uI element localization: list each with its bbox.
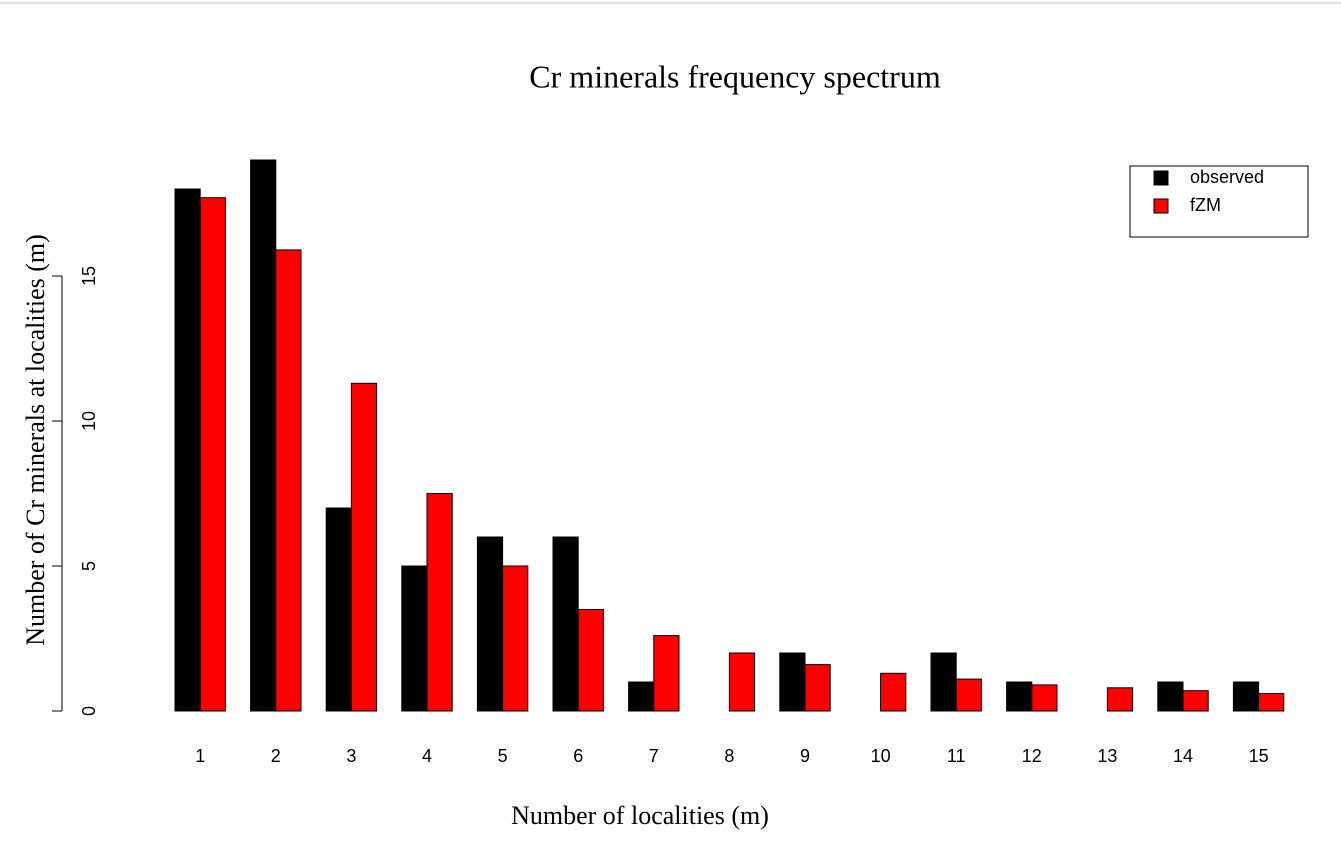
bar [1258,693,1285,712]
bar [476,536,504,712]
y-axis-label: Number of Cr minerals at localities (m) [21,234,50,646]
bar [325,507,352,712]
bar [955,678,982,712]
x-tick-label: 2 [271,746,281,766]
x-axis-label: Number of localities (m) [511,801,769,830]
x-tick-label: 12 [1022,746,1042,766]
x-tick-label: 10 [871,746,891,766]
y-tick-label: 10 [79,411,99,431]
bar [804,664,831,712]
legend-swatch [1153,198,1169,214]
x-tick-label: 8 [724,746,734,766]
bar [1006,681,1033,712]
bar [653,635,680,712]
x-tick-label: 4 [422,746,432,766]
bar [401,565,428,712]
y-tick-label: 15 [79,266,99,286]
y-tick-label: 0 [79,706,99,716]
bar [552,536,579,712]
bar [1157,681,1184,712]
bar [1106,687,1134,712]
bar [1031,684,1058,712]
bar [174,188,201,712]
bar [628,681,655,712]
bar [426,493,453,712]
x-tick-label: 14 [1173,746,1193,766]
x-tick-label: 15 [1249,746,1269,766]
bar [350,382,378,712]
x-tick-label: 3 [346,746,356,766]
bar [275,249,302,712]
x-tick-label: 13 [1097,746,1117,766]
x-tick-label: 6 [573,746,583,766]
bar [1182,690,1209,712]
x-tick-label: 9 [800,746,810,766]
legend-label: observed [1190,167,1264,187]
y-tick-label: 5 [79,561,99,571]
x-tick-label: 7 [649,746,659,766]
chart-title: Cr minerals frequency spectrum [529,58,941,94]
bar [1232,681,1260,712]
bar [250,159,277,712]
bar [880,672,907,712]
bar [502,565,529,712]
bar [199,197,226,712]
x-tick-label: 11 [947,746,966,766]
x-tick-label: 1 [195,746,205,766]
legend-label: fZM [1190,195,1221,215]
bar [779,652,806,712]
bar [930,652,957,712]
legend-swatch [1153,170,1169,186]
bar [577,609,604,712]
bar [728,652,756,712]
x-tick-label: 5 [498,746,508,766]
